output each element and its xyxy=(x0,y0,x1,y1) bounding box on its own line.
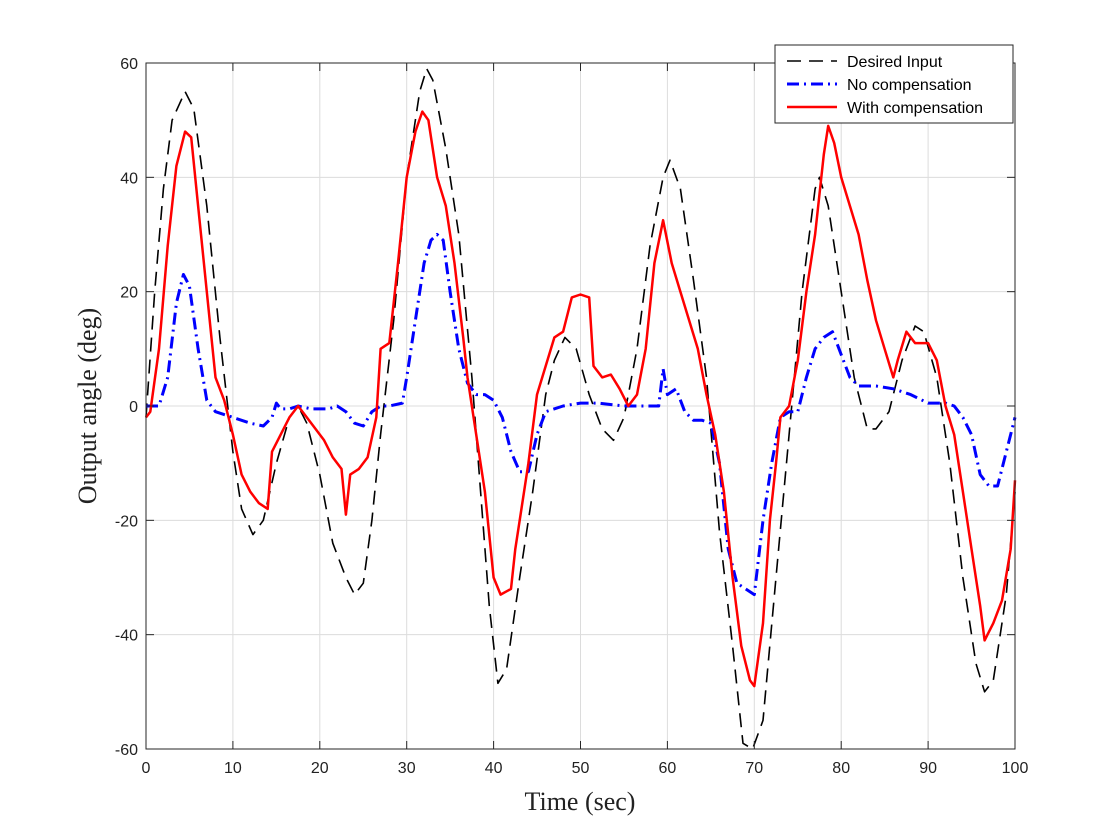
x-tick-label: 70 xyxy=(745,760,763,777)
x-axis-label: Time (sec) xyxy=(525,787,636,816)
x-tick-label: 60 xyxy=(659,760,677,777)
x-tick-label: 90 xyxy=(919,760,937,777)
y-tick-label: -40 xyxy=(115,628,138,645)
x-tick-label: 0 xyxy=(142,760,151,777)
legend-label-1: No compensation xyxy=(847,77,972,94)
x-tick-label: 80 xyxy=(832,760,850,777)
x-tick-label: 30 xyxy=(398,760,416,777)
x-axis-ticks: 0 10 20 30 40 50 60 70 80 90 100 xyxy=(142,63,1029,777)
y-tick-label: 20 xyxy=(120,285,138,302)
y-axis-label: Output angle (deg) xyxy=(73,308,102,504)
x-tick-label: 10 xyxy=(224,760,242,777)
x-tick-label: 100 xyxy=(1002,760,1029,777)
y-tick-label: 40 xyxy=(120,170,138,187)
legend-label-0: Desired Input xyxy=(847,54,943,71)
y-tick-label: 0 xyxy=(129,399,138,416)
y-tick-label: 60 xyxy=(120,56,138,73)
x-tick-label: 20 xyxy=(311,760,329,777)
y-tick-label: -20 xyxy=(115,513,138,530)
x-tick-label: 50 xyxy=(572,760,590,777)
y-axis-ticks: -60 -40 -20 0 20 40 60 xyxy=(115,56,1015,759)
series-line-1 xyxy=(146,233,1017,597)
y-tick-label: -60 xyxy=(115,742,138,759)
legend: Desired Input No compensation With compens… xyxy=(774,44,1014,124)
series-line-2 xyxy=(145,110,1017,688)
series-layer xyxy=(145,67,1017,750)
x-tick-label: 40 xyxy=(485,760,503,777)
legend-label-2: With compensation xyxy=(847,100,983,117)
